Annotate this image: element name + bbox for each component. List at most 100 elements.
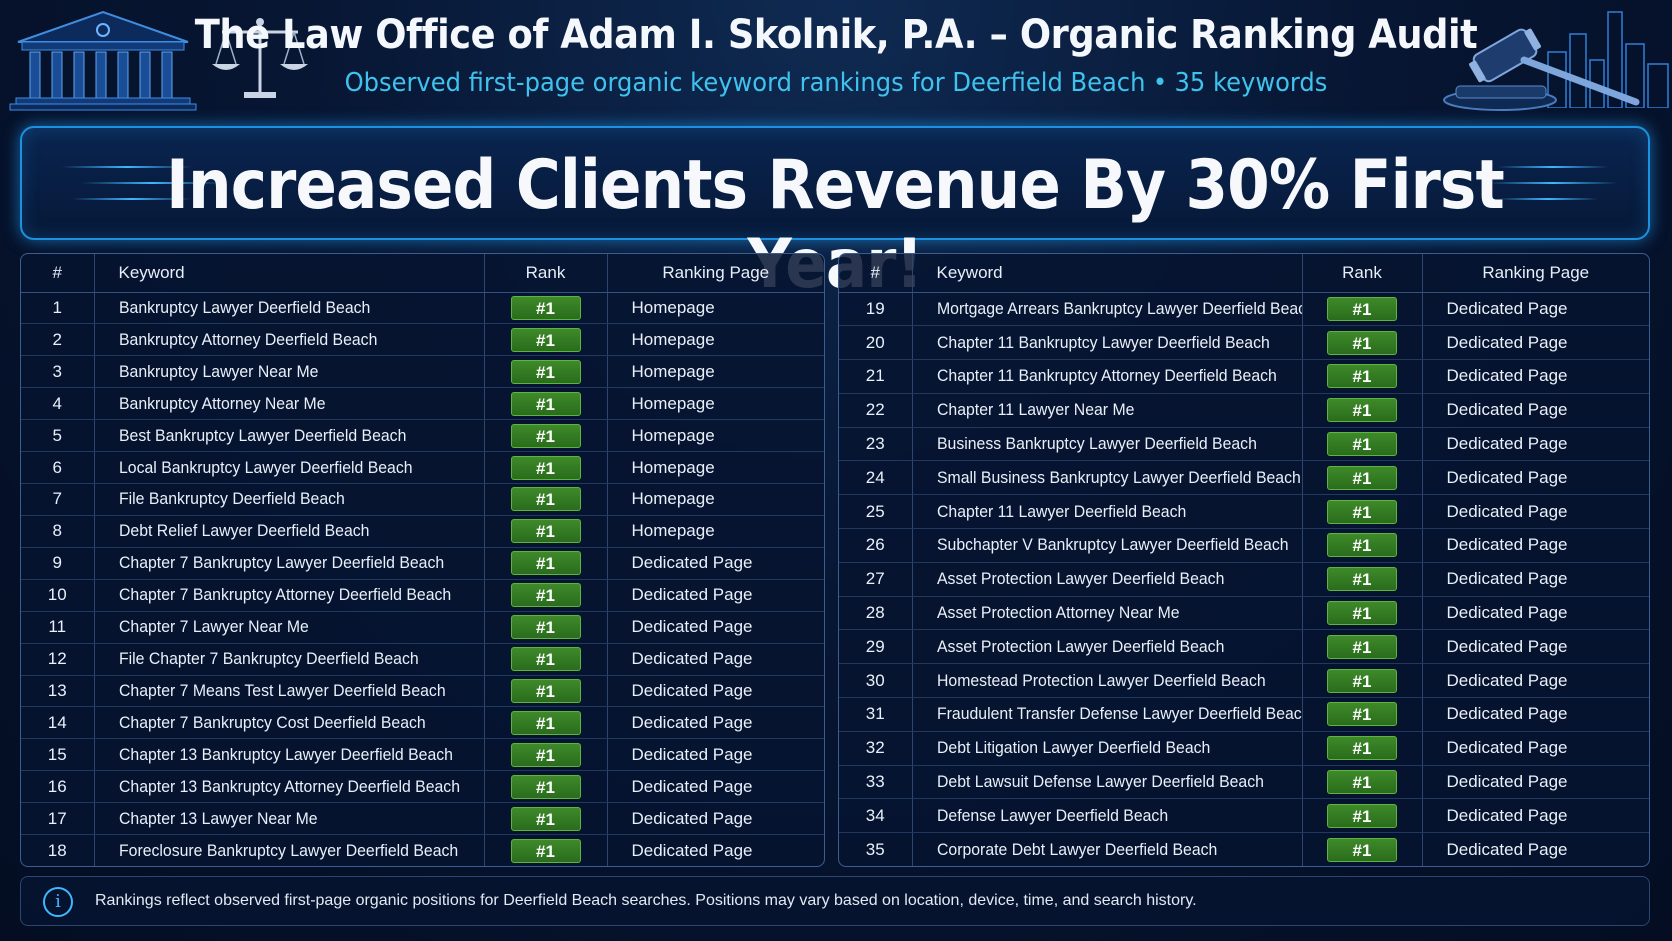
rank-badge: #1 xyxy=(1327,330,1397,355)
rankings-table: # Keyword Rank Ranking Page 1 Bankruptcy … xyxy=(21,254,824,866)
keyword-cell-text: Chapter 11 Bankruptcy Attorney Deerfield… xyxy=(936,366,1277,386)
ranking-page-cell-text: Homepage xyxy=(631,457,715,477)
rank-badge: #1 xyxy=(510,838,581,863)
rank-badge: #1 xyxy=(510,551,581,576)
keyword-cell: Small Business Bankruptcy Lawyer Deerfie… xyxy=(912,460,1303,496)
keyword-cell-text: Subchapter V Bankruptcy Lawyer Deerfield… xyxy=(936,535,1289,555)
ranking-page-cell: Dedicated Page xyxy=(607,579,824,612)
row-number-text: 13 xyxy=(47,681,67,701)
keyword-cell: Defense Lawyer Deerfield Beach xyxy=(912,798,1303,834)
rank-badge: #1 xyxy=(1327,533,1397,558)
table-row: 16 Chapter 13 Bankruptcy Attorney Deerfie… xyxy=(21,770,824,804)
banner-streak xyxy=(1498,166,1608,168)
page-title: The Law Office of Adam I. Skolnik, P.A. … xyxy=(194,12,1478,58)
ranking-page-cell-text: Dedicated Page xyxy=(631,617,753,637)
row-number: 18 xyxy=(21,834,95,866)
keyword-cell-text: Bankruptcy Lawyer Near Me xyxy=(118,361,318,381)
ranking-page-cell: Dedicated Page xyxy=(607,835,824,866)
table-row: 17 Chapter 13 Lawyer Near Me #1 Dedicated P… xyxy=(21,802,824,836)
row-number: 32 xyxy=(839,731,913,766)
ranking-page-cell: Dedicated Page xyxy=(1422,697,1649,732)
scales-of-justice-icon xyxy=(212,18,308,98)
keyword-cell: Bankruptcy Lawyer Near Me xyxy=(94,355,485,389)
ranking-page-cell-text: Dedicated Page xyxy=(631,712,753,732)
row-number-text: 6 xyxy=(52,457,62,477)
rank-badge: #1 xyxy=(1327,770,1397,795)
banner-streak xyxy=(72,198,192,200)
row-number-text: 17 xyxy=(47,808,67,828)
ranking-page-cell: Homepage xyxy=(607,451,824,485)
ranking-page-cell: Dedicated Page xyxy=(1422,765,1649,800)
table-row: 12 File Chapter 7 Bankruptcy Deerfield Be… xyxy=(21,643,824,676)
row-number: 26 xyxy=(839,528,913,563)
table-row: 15 Chapter 13 Bankruptcy Lawyer Deerfield… xyxy=(21,738,824,772)
row-number: 15 xyxy=(21,738,95,772)
row-number: 8 xyxy=(21,515,95,548)
rank-badge: #1 xyxy=(510,455,581,480)
row-number: 13 xyxy=(21,675,95,708)
table-row: 33 Debt Lawsuit Defense Lawyer Deerfield … xyxy=(839,765,1649,800)
gavel-icon xyxy=(1443,28,1640,111)
keyword-cell: Debt Litigation Lawyer Deerfield Beach xyxy=(912,731,1303,766)
table-row: 30 Homestead Protection Lawyer Deerfield … xyxy=(839,663,1649,699)
rank-cell: #1 xyxy=(484,611,608,644)
row-number: 1 xyxy=(21,292,95,325)
rank-cell: #1 xyxy=(1302,494,1423,530)
keyword-cell: Asset Protection Lawyer Deerfield Beach xyxy=(912,562,1303,597)
ranking-page-cell: Homepage xyxy=(607,323,824,357)
rank-badge: #1 xyxy=(1327,398,1397,423)
keyword-cell: Chapter 11 Bankruptcy Attorney Deerfield… xyxy=(912,359,1303,394)
rank-badge: #1 xyxy=(1327,432,1397,457)
rank-badge: #1 xyxy=(1327,296,1397,321)
rankings-table: # Keyword Rank Ranking Page 19 Mortgage A… xyxy=(839,254,1649,866)
ranking-page-cell: Dedicated Page xyxy=(607,738,824,772)
table-row: 9 Chapter 7 Bankruptcy Lawyer Deerfield B… xyxy=(21,547,824,580)
disclaimer-text: Rankings reflect observed first-page org… xyxy=(95,892,1197,909)
ranking-page-cell: Homepage xyxy=(607,483,824,516)
keyword-cell-text: Debt Lawsuit Defense Lawyer Deerfield Be… xyxy=(936,772,1264,792)
keyword-cell: Best Bankruptcy Lawyer Deerfield Beach xyxy=(94,419,485,453)
keyword-cell: Chapter 7 Lawyer Near Me xyxy=(94,611,485,644)
ranking-page-cell-text: Dedicated Page xyxy=(631,585,753,605)
keyword-cell: Debt Lawsuit Defense Lawyer Deerfield Be… xyxy=(912,765,1303,800)
row-number-text: 30 xyxy=(865,670,885,690)
ranking-page-cell-text: Dedicated Page xyxy=(1446,569,1568,589)
table-row: 8 Debt Relief Lawyer Deerfield Beach #1 Hom… xyxy=(21,515,824,548)
row-number-text: 19 xyxy=(865,298,885,318)
row-number-text: 2 xyxy=(52,329,62,349)
row-number: 14 xyxy=(21,706,95,740)
keyword-cell: Foreclosure Bankruptcy Lawyer Deerfield … xyxy=(94,834,485,866)
row-number: 23 xyxy=(839,427,913,462)
ranking-page-cell: Dedicated Page xyxy=(1422,798,1649,834)
ranking-page-cell-text: Dedicated Page xyxy=(1446,704,1568,724)
keyword-cell: Chapter 11 Lawyer Near Me xyxy=(912,393,1303,428)
ranking-page-cell: Dedicated Page xyxy=(1422,393,1649,428)
row-number: 6 xyxy=(21,451,95,485)
row-number: 20 xyxy=(839,325,913,361)
table-row: 35 Corporate Debt Lawyer Deerfield Beach #… xyxy=(839,832,1649,866)
table-row: 6 Local Bankruptcy Lawyer Deerfield Beach… xyxy=(21,451,824,485)
rank-badge: #1 xyxy=(510,295,581,320)
rank-cell: #1 xyxy=(1302,292,1423,327)
rank-badge: #1 xyxy=(510,806,581,831)
row-number-text: 26 xyxy=(865,535,885,555)
ranking-page-cell-text: Dedicated Page xyxy=(631,776,753,796)
ranking-page-cell: Dedicated Page xyxy=(1422,731,1649,766)
ranking-page-cell: Dedicated Page xyxy=(607,706,824,740)
keyword-cell-text: Debt Relief Lawyer Deerfield Beach xyxy=(118,521,369,541)
row-number-text: 16 xyxy=(47,776,67,796)
ranking-page-cell: Homepage xyxy=(607,387,824,421)
keyword-cell-text: Foreclosure Bankruptcy Lawyer Deerfield … xyxy=(118,840,458,860)
rank-cell: #1 xyxy=(484,579,608,612)
ranking-page-cell: Dedicated Page xyxy=(607,802,824,836)
table-row: 10 Chapter 7 Bankruptcy Attorney Deerfiel… xyxy=(21,579,824,612)
row-number: 30 xyxy=(839,663,913,699)
keyword-cell-text: Asset Protection Lawyer Deerfield Beach xyxy=(936,569,1224,589)
ranking-page-cell: Dedicated Page xyxy=(1422,325,1649,361)
ranking-page-cell-text: Dedicated Page xyxy=(1446,332,1568,352)
row-number-text: 32 xyxy=(865,738,885,758)
keyword-cell: Bankruptcy Lawyer Deerfield Beach xyxy=(94,292,485,325)
keyword-cell: Chapter 7 Means Test Lawyer Deerfield Be… xyxy=(94,675,485,708)
keyword-cell: File Bankruptcy Deerfield Beach xyxy=(94,483,485,516)
subtitle-dot: • xyxy=(1152,68,1168,98)
